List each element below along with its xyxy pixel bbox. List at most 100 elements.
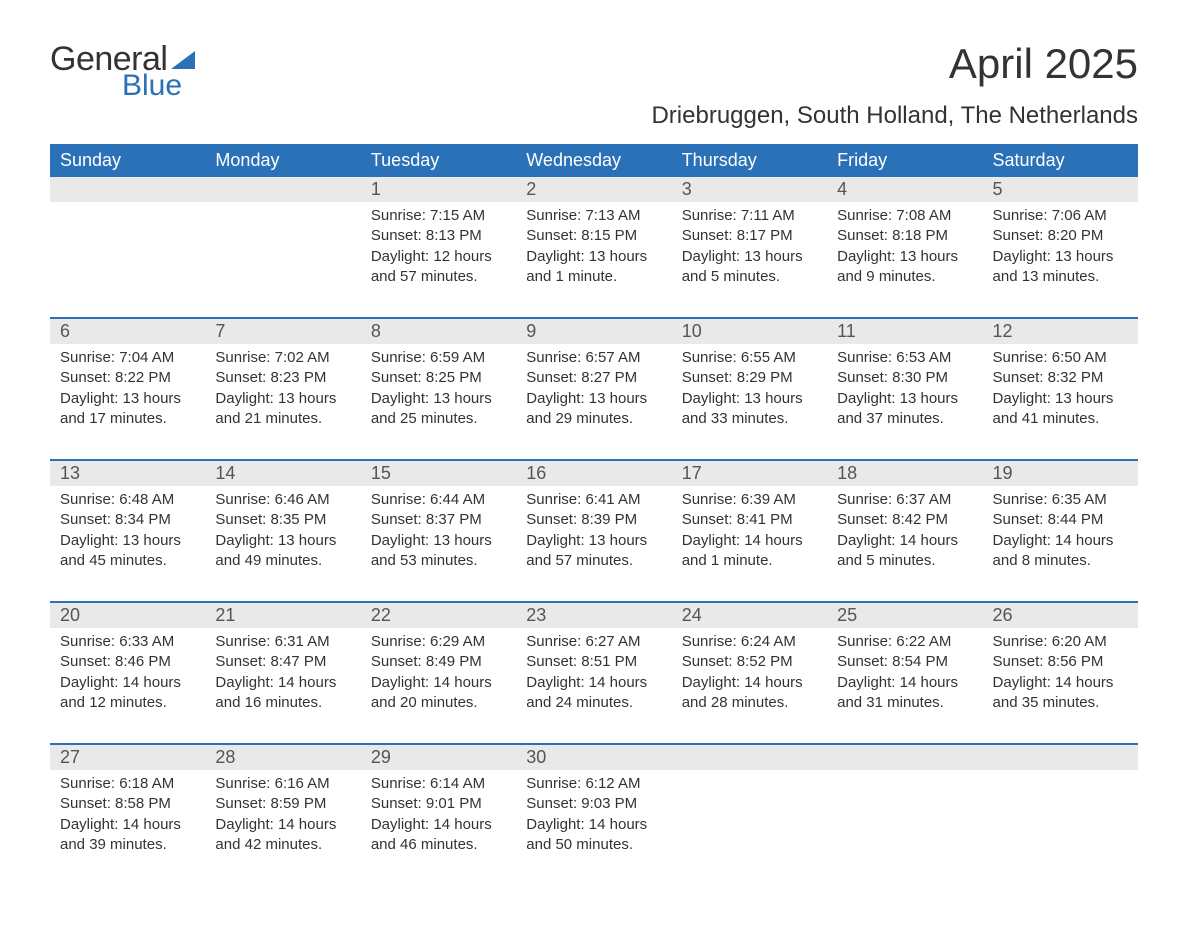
day-details: Sunrise: 7:02 AMSunset: 8:23 PMDaylight:… [205,344,360,459]
day-detail-row: Sunrise: 7:04 AMSunset: 8:22 PMDaylight:… [50,344,1138,459]
daylight-line: Daylight: 14 hours and 46 minutes. [371,815,506,856]
sunrise-line: Sunrise: 6:16 AM [215,774,350,794]
logo: General Blue [50,40,199,103]
daylight-line: Daylight: 14 hours and 24 minutes. [526,673,661,714]
sunrise-line: Sunrise: 6:33 AM [60,632,195,652]
weekday-header: Sunday [50,144,205,177]
daylight-line: Daylight: 13 hours and 41 minutes. [993,389,1128,430]
sunset-line: Sunset: 8:52 PM [682,652,817,672]
day-details: Sunrise: 6:29 AMSunset: 8:49 PMDaylight:… [361,628,516,743]
day-details: Sunrise: 6:35 AMSunset: 8:44 PMDaylight:… [983,486,1138,601]
weekday-header: Monday [205,144,360,177]
month-title: April 2025 [651,40,1138,88]
sunset-line: Sunset: 8:58 PM [60,794,195,814]
daylight-line: Daylight: 14 hours and 42 minutes. [215,815,350,856]
day-details: Sunrise: 7:15 AMSunset: 8:13 PMDaylight:… [361,202,516,317]
day-number: 7 [205,319,360,344]
daylight-line: Daylight: 13 hours and 1 minute. [526,247,661,288]
empty-day-number [983,745,1138,770]
empty-day-details [205,202,360,317]
sunset-line: Sunset: 8:13 PM [371,226,506,246]
day-details: Sunrise: 7:08 AMSunset: 8:18 PMDaylight:… [827,202,982,317]
sunset-line: Sunset: 8:47 PM [215,652,350,672]
sunrise-line: Sunrise: 6:41 AM [526,490,661,510]
sunrise-line: Sunrise: 6:35 AM [993,490,1128,510]
sunrise-line: Sunrise: 6:12 AM [526,774,661,794]
day-number: 25 [827,603,982,628]
day-number: 15 [361,461,516,486]
empty-day-details [672,770,827,885]
day-details: Sunrise: 6:48 AMSunset: 8:34 PMDaylight:… [50,486,205,601]
day-details: Sunrise: 6:33 AMSunset: 8:46 PMDaylight:… [50,628,205,743]
day-number: 8 [361,319,516,344]
sunrise-line: Sunrise: 6:48 AM [60,490,195,510]
weekday-header-row: SundayMondayTuesdayWednesdayThursdayFrid… [50,144,1138,177]
day-details: Sunrise: 6:41 AMSunset: 8:39 PMDaylight:… [516,486,671,601]
day-details: Sunrise: 6:37 AMSunset: 8:42 PMDaylight:… [827,486,982,601]
day-details: Sunrise: 6:20 AMSunset: 8:56 PMDaylight:… [983,628,1138,743]
day-number-row: 12345 [50,177,1138,202]
sunrise-line: Sunrise: 7:04 AM [60,348,195,368]
weekday-header: Saturday [983,144,1138,177]
sunrise-line: Sunrise: 6:39 AM [682,490,817,510]
sunset-line: Sunset: 8:42 PM [837,510,972,530]
header: General Blue April 2025 Driebruggen, Sou… [50,40,1138,130]
sunrise-line: Sunrise: 6:18 AM [60,774,195,794]
daylight-line: Daylight: 13 hours and 57 minutes. [526,531,661,572]
day-number: 19 [983,461,1138,486]
sunset-line: Sunset: 8:20 PM [993,226,1128,246]
sunset-line: Sunset: 8:22 PM [60,368,195,388]
daylight-line: Daylight: 13 hours and 17 minutes. [60,389,195,430]
day-number: 20 [50,603,205,628]
daylight-line: Daylight: 13 hours and 25 minutes. [371,389,506,430]
day-number: 11 [827,319,982,344]
day-number: 9 [516,319,671,344]
day-details: Sunrise: 6:44 AMSunset: 8:37 PMDaylight:… [361,486,516,601]
location: Driebruggen, South Holland, The Netherla… [651,102,1138,130]
daylight-line: Daylight: 14 hours and 8 minutes. [993,531,1128,572]
day-number: 10 [672,319,827,344]
daylight-line: Daylight: 13 hours and 13 minutes. [993,247,1128,288]
sunrise-line: Sunrise: 6:50 AM [993,348,1128,368]
day-details: Sunrise: 6:12 AMSunset: 9:03 PMDaylight:… [516,770,671,885]
daylight-line: Daylight: 13 hours and 33 minutes. [682,389,817,430]
day-number: 14 [205,461,360,486]
sunset-line: Sunset: 8:23 PM [215,368,350,388]
sunrise-line: Sunrise: 6:27 AM [526,632,661,652]
day-details: Sunrise: 6:50 AMSunset: 8:32 PMDaylight:… [983,344,1138,459]
day-number: 17 [672,461,827,486]
sunrise-line: Sunrise: 6:29 AM [371,632,506,652]
daylight-line: Daylight: 13 hours and 53 minutes. [371,531,506,572]
day-details: Sunrise: 6:59 AMSunset: 8:25 PMDaylight:… [361,344,516,459]
day-number: 27 [50,745,205,770]
day-details: Sunrise: 7:13 AMSunset: 8:15 PMDaylight:… [516,202,671,317]
daylight-line: Daylight: 14 hours and 28 minutes. [682,673,817,714]
sunset-line: Sunset: 9:01 PM [371,794,506,814]
daylight-line: Daylight: 14 hours and 39 minutes. [60,815,195,856]
sunset-line: Sunset: 9:03 PM [526,794,661,814]
sunset-line: Sunset: 8:25 PM [371,368,506,388]
weekday-header: Friday [827,144,982,177]
daylight-line: Daylight: 12 hours and 57 minutes. [371,247,506,288]
sunrise-line: Sunrise: 6:14 AM [371,774,506,794]
sunset-line: Sunset: 8:44 PM [993,510,1128,530]
day-details: Sunrise: 6:27 AMSunset: 8:51 PMDaylight:… [516,628,671,743]
day-number: 21 [205,603,360,628]
sunrise-line: Sunrise: 6:59 AM [371,348,506,368]
logo-sail-icon [171,49,199,71]
day-number: 26 [983,603,1138,628]
day-details: Sunrise: 7:06 AMSunset: 8:20 PMDaylight:… [983,202,1138,317]
day-number: 6 [50,319,205,344]
sunrise-line: Sunrise: 6:37 AM [837,490,972,510]
day-number-row: 13141516171819 [50,461,1138,486]
sunset-line: Sunset: 8:32 PM [993,368,1128,388]
daylight-line: Daylight: 13 hours and 49 minutes. [215,531,350,572]
daylight-line: Daylight: 14 hours and 50 minutes. [526,815,661,856]
day-detail-row: Sunrise: 6:18 AMSunset: 8:58 PMDaylight:… [50,770,1138,885]
sunset-line: Sunset: 8:34 PM [60,510,195,530]
day-number: 30 [516,745,671,770]
sunrise-line: Sunrise: 6:44 AM [371,490,506,510]
daylight-line: Daylight: 13 hours and 9 minutes. [837,247,972,288]
sunset-line: Sunset: 8:46 PM [60,652,195,672]
weekday-header: Wednesday [516,144,671,177]
